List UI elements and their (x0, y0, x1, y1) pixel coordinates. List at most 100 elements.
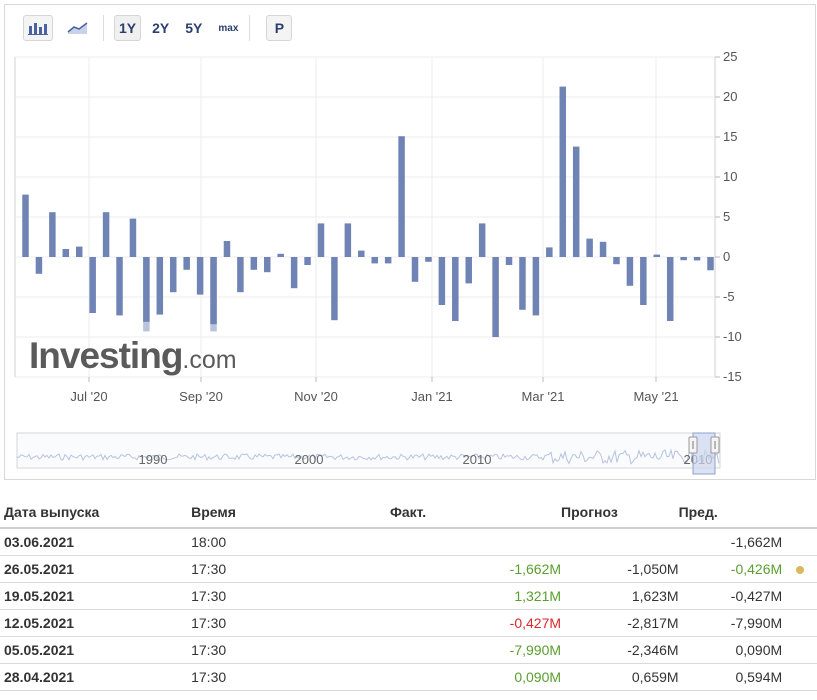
row-forecast (561, 528, 679, 556)
bar[interactable] (22, 194, 29, 257)
bar[interactable] (49, 212, 56, 257)
bar[interactable] (653, 254, 661, 257)
revised-cell (782, 636, 817, 664)
row-actual: -0,427M (389, 609, 562, 637)
toolbar-separator (249, 15, 251, 41)
navigator-year-label: 2000 (295, 452, 324, 467)
bar[interactable] (693, 257, 701, 261)
bar[interactable] (102, 212, 110, 257)
bar[interactable] (492, 257, 499, 337)
header-date[interactable]: Дата выпуска (0, 497, 192, 529)
bar[interactable] (613, 257, 620, 265)
bar[interactable] (129, 218, 137, 257)
row-actual: 1,321M (389, 582, 562, 610)
bar[interactable] (411, 257, 419, 282)
bar[interactable] (532, 257, 540, 316)
row-actual: -7,990M (389, 636, 562, 664)
x-tick-label: Sep '20 (179, 389, 223, 404)
bar[interactable] (707, 257, 714, 271)
header-time[interactable]: Время (191, 497, 390, 529)
header-previous[interactable]: Пред. (678, 497, 783, 529)
row-forecast: 1,623M (561, 582, 679, 610)
bar[interactable] (384, 257, 392, 264)
navigator-series (16, 448, 720, 465)
bar[interactable] (264, 257, 271, 273)
period-1y-button[interactable]: 1Y (114, 15, 142, 41)
bar[interactable] (505, 257, 513, 265)
bar[interactable] (250, 257, 258, 270)
row-actual (389, 528, 562, 556)
bar[interactable] (586, 238, 593, 257)
row-time: 17:30 (191, 555, 390, 583)
row-date: 05.05.2021 (0, 636, 192, 664)
bar[interactable] (290, 257, 298, 289)
history-table: Дата выпуска Время Факт. Прогноз Пред. 0… (0, 497, 817, 691)
bar[interactable] (438, 257, 446, 305)
x-tick-label: Jan '21 (411, 389, 453, 404)
bar[interactable] (626, 257, 634, 286)
bar[interactable] (89, 257, 96, 313)
bar[interactable] (452, 257, 459, 321)
navigator-frame (16, 432, 721, 469)
row-date: 28.04.2021 (0, 663, 192, 691)
row-previous: 0,594M (678, 663, 783, 691)
bar[interactable] (371, 257, 378, 264)
row-date: 12.05.2021 (0, 609, 192, 637)
bar[interactable] (425, 257, 432, 262)
bar[interactable] (599, 241, 607, 257)
table-row: 28.04.2021 17:30 0,090M 0,659M 0,594M (0, 663, 817, 691)
revised-cell (782, 555, 817, 583)
row-actual: -1,662M (389, 555, 562, 583)
bar[interactable] (331, 257, 338, 321)
bar[interactable] (546, 247, 553, 257)
bar[interactable] (344, 223, 352, 257)
period-5y-button[interactable]: 5Y (185, 20, 203, 36)
bar[interactable] (210, 257, 217, 325)
y-tick-label: 0 (723, 249, 730, 264)
header-forecast[interactable]: Прогноз (561, 497, 679, 529)
bar[interactable] (183, 257, 190, 270)
revised-dot-icon[interactable] (795, 566, 804, 574)
bar[interactable] (35, 257, 43, 274)
bar[interactable] (277, 253, 284, 257)
bar[interactable] (143, 257, 150, 322)
bar[interactable] (398, 136, 405, 257)
row-date: 19.05.2021 (0, 582, 192, 610)
row-previous: -0,427M (678, 582, 783, 610)
y-tick-label: -5 (723, 289, 735, 304)
bar[interactable] (680, 257, 687, 261)
bar[interactable] (116, 257, 123, 316)
bar[interactable] (169, 257, 177, 293)
bar[interactable] (666, 257, 674, 321)
bar[interactable] (156, 257, 164, 315)
bar[interactable] (559, 86, 567, 257)
table-row: 19.05.2021 17:30 1,321M 1,623M -0,427M (0, 582, 817, 610)
bar[interactable] (317, 223, 325, 257)
bar[interactable] (465, 257, 472, 284)
bar[interactable] (640, 257, 647, 305)
p-button[interactable]: P (266, 15, 293, 41)
bar[interactable] (196, 257, 204, 295)
period-max-button[interactable]: max (218, 22, 239, 34)
period-2y-button[interactable]: 2Y (152, 20, 170, 36)
bar[interactable] (75, 246, 83, 257)
header-actual[interactable]: Факт. (389, 497, 562, 529)
x-tick-label: Jul '20 (70, 389, 107, 404)
row-previous: -0,426M (678, 555, 783, 583)
bar[interactable] (358, 250, 365, 257)
area-chart-icon[interactable] (63, 15, 93, 41)
bar[interactable] (478, 223, 486, 257)
bar[interactable] (572, 146, 580, 257)
row-previous: -7,990M (678, 609, 783, 637)
bar[interactable] (62, 249, 70, 257)
bar[interactable] (237, 257, 244, 293)
table-row: 12.05.2021 17:30 -0,427M -2,817M -7,990M (0, 609, 817, 637)
navigator[interactable]: 1990200020102010 (5, 5, 817, 481)
bar-chart-icon[interactable] (23, 15, 53, 41)
bar[interactable] (223, 241, 231, 257)
bar[interactable] (304, 257, 311, 265)
y-tick-label: -10 (723, 329, 742, 344)
bar[interactable] (519, 257, 526, 310)
chart-toolbar: 1Y 2Y 5Y max P (23, 13, 293, 43)
x-tick-label: Nov '20 (294, 389, 338, 404)
